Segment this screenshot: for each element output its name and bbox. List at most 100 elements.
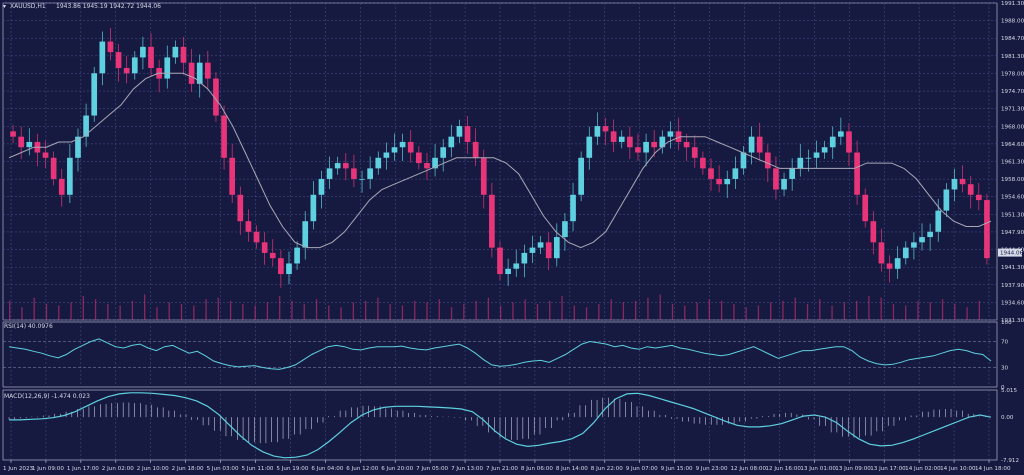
bull-candle[interactable] [911, 242, 917, 248]
bear-candle[interactable] [683, 141, 690, 148]
bull-candle[interactable] [537, 242, 544, 248]
bear-candle[interactable] [50, 157, 57, 179]
bull-candle[interactable] [797, 157, 804, 169]
bear-candle[interactable] [675, 131, 682, 142]
bear-candle[interactable] [497, 247, 503, 275]
bull-candle[interactable] [75, 136, 81, 158]
bear-candle[interactable] [416, 152, 422, 164]
bear-candle[interactable] [984, 200, 990, 259]
bull-candle[interactable] [838, 131, 844, 137]
bear-candle[interactable] [886, 263, 893, 269]
bull-candle[interactable] [302, 221, 309, 248]
bear-candle[interactable] [878, 242, 885, 264]
bull-candle[interactable] [594, 126, 601, 137]
bull-candle[interactable] [99, 41, 106, 74]
bull-candle[interactable] [196, 62, 203, 84]
bear-candle[interactable] [854, 152, 860, 195]
bull-candle[interactable] [732, 168, 739, 179]
bull-candle[interactable] [586, 136, 593, 158]
bear-candle[interactable] [351, 168, 357, 179]
bull-candle[interactable] [570, 194, 576, 222]
bear-candle[interactable] [237, 194, 244, 222]
rsi-panel[interactable]: 100 70 30 0 [3, 320, 1012, 391]
collapse-triangle-icon[interactable]: ▾ [3, 3, 6, 10]
bear-candle[interactable] [261, 242, 268, 253]
bull-candle[interactable] [91, 73, 98, 116]
bull-candle[interactable] [456, 126, 463, 137]
bull-candle[interactable] [789, 168, 796, 179]
bull-candle[interactable] [829, 136, 836, 148]
bear-candle[interactable] [967, 184, 974, 195]
bull-candle[interactable] [781, 178, 787, 190]
bear-candle[interactable] [278, 258, 284, 275]
bull-candle[interactable] [326, 168, 333, 179]
bull-candle[interactable] [935, 210, 942, 232]
bear-candle[interactable] [42, 152, 49, 158]
bear-candle[interactable] [846, 131, 852, 153]
bear-candle[interactable] [700, 157, 706, 169]
bear-candle[interactable] [148, 46, 154, 68]
bull-candle[interactable] [951, 178, 958, 190]
bull-candle[interactable] [359, 178, 365, 180]
bear-candle[interactable] [545, 242, 552, 259]
bear-candle[interactable] [18, 136, 25, 148]
bull-candle[interactable] [432, 157, 438, 169]
bear-candle[interactable] [691, 147, 698, 158]
bull-candle[interactable] [740, 152, 747, 169]
bear-candle[interactable] [870, 221, 877, 243]
bear-candle[interactable] [58, 178, 65, 195]
bear-candle[interactable] [610, 131, 617, 142]
bear-candle[interactable] [10, 131, 16, 137]
bull-candle[interactable] [140, 46, 146, 58]
bull-candle[interactable] [440, 147, 447, 158]
bear-candle[interactable] [188, 62, 195, 84]
bull-candle[interactable] [367, 168, 373, 179]
bull-candle[interactable] [553, 237, 560, 259]
bear-candle[interactable] [464, 126, 471, 142]
bear-candle[interactable] [221, 115, 227, 158]
bull-candle[interactable] [521, 252, 528, 264]
candlesticks[interactable] [10, 27, 990, 288]
bear-candle[interactable] [107, 41, 114, 53]
bear-candle[interactable] [115, 52, 122, 68]
bull-candle[interactable] [383, 152, 390, 158]
bear-candle[interactable] [651, 141, 658, 148]
bear-candle[interactable] [862, 194, 869, 222]
bull-candle[interactable] [667, 131, 674, 137]
bear-candle[interactable] [180, 46, 187, 63]
bull-candle[interactable] [399, 141, 406, 148]
bull-candle[interactable] [294, 247, 300, 264]
bull-candle[interactable] [131, 57, 138, 74]
bear-candle[interactable] [708, 168, 714, 179]
bull-candle[interactable] [83, 115, 89, 137]
bull-candle[interactable] [894, 258, 901, 269]
bear-candle[interactable] [213, 78, 219, 116]
bear-candle[interactable] [489, 194, 495, 248]
bear-candle[interactable] [773, 168, 779, 190]
macd-panel[interactable]: 5.015 0.00 -7.912 [8, 388, 1019, 464]
bear-candle[interactable] [407, 141, 414, 153]
bear-candle[interactable] [253, 231, 260, 243]
bear-candle[interactable] [269, 252, 276, 259]
bull-candle[interactable] [643, 141, 649, 153]
bull-candle[interactable] [513, 263, 520, 269]
bull-candle[interactable] [919, 237, 925, 243]
bear-candle[interactable] [424, 163, 430, 169]
bull-candle[interactable] [172, 46, 179, 58]
bear-candle[interactable] [716, 178, 722, 185]
bull-candle[interactable] [813, 152, 820, 158]
bull-candle[interactable] [805, 157, 812, 159]
bear-candle[interactable] [245, 221, 252, 232]
bear-candle[interactable] [123, 67, 130, 74]
bull-candle[interactable] [578, 157, 584, 195]
bear-candle[interactable] [756, 136, 763, 153]
bull-candle[interactable] [26, 141, 33, 148]
bull-candle[interactable] [505, 268, 511, 275]
bear-candle[interactable] [602, 126, 609, 132]
bull-candle[interactable] [529, 247, 536, 253]
bull-candle[interactable] [943, 189, 950, 211]
bull-candle[interactable] [375, 157, 382, 169]
bear-candle[interactable] [975, 194, 982, 201]
bear-candle[interactable] [342, 163, 349, 169]
bear-candle[interactable] [480, 157, 487, 195]
